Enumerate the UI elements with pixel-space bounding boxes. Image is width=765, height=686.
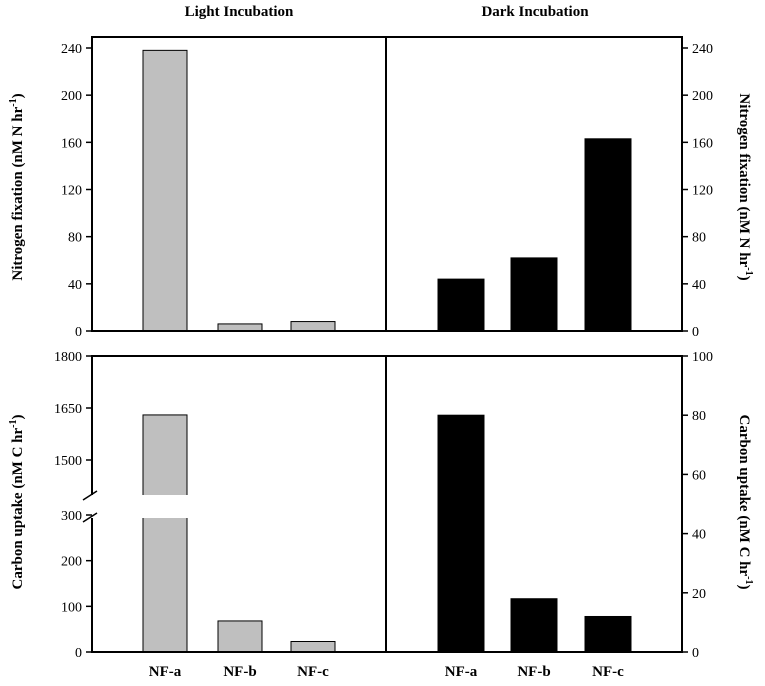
dark-nitrogen-ytick-label: 80 xyxy=(692,231,706,246)
dark-nitrogen-bar-nf-a xyxy=(437,278,485,332)
dark-nitrogen-bar-nf-b xyxy=(510,257,558,332)
light-carbon-ytick-label: 300 xyxy=(61,509,82,524)
text-layer: 0408012016020024004080120160200240150016… xyxy=(8,4,754,680)
light-carbon-bar-nf-b xyxy=(217,620,263,653)
light-nitrogen-ytick-label: 240 xyxy=(61,42,82,57)
frames-layer xyxy=(82,36,688,653)
dark-carbon-ytick-label: 20 xyxy=(692,587,706,602)
light-nitrogen-ylabel-text: Nitrogen fixation (nM N hr-1) xyxy=(8,93,26,280)
light-nitrogen-ytick-label: 40 xyxy=(68,278,82,293)
light-nitrogen-ytick-label: 120 xyxy=(61,184,82,199)
dark-nitrogen-ytick-label: 40 xyxy=(692,278,706,293)
light-nitrogen-ytick-label: 80 xyxy=(68,231,82,246)
dark-carbon-ytick-label: 100 xyxy=(692,350,713,365)
light-category-label: NF-c xyxy=(297,664,329,680)
dark-nitrogen-ytick-label: 200 xyxy=(692,89,713,104)
light-nitrogen-ylabel-suffix: ) xyxy=(10,93,26,98)
dark-carbon-bar-nf-b xyxy=(510,598,558,653)
axis-break-mark-upper xyxy=(82,490,98,501)
dark-nitrogen-ylabel: Nitrogen fixation (nM N hr-1) xyxy=(736,93,754,280)
light-carbon-ytick-label: 100 xyxy=(61,600,82,615)
dark-nitrogen-ylabel-suffix: ) xyxy=(736,276,752,281)
dark-carbon-ylabel-text: Carbon uptake (nM C hr-1) xyxy=(736,414,754,589)
bars-layer xyxy=(142,49,632,653)
light-carbon-ylabel-text: Carbon uptake (nM C hr-1) xyxy=(8,414,26,589)
light-carbon-bar-nf-c xyxy=(290,640,336,653)
dark-carbon-ylabel-suffix: ) xyxy=(736,585,752,590)
light-carbon-ytick-label: 200 xyxy=(61,555,82,570)
dark-nitrogen-ytick-label: 0 xyxy=(692,325,699,340)
light-nitrogen-bar-nf-c xyxy=(290,321,336,332)
light-nitrogen-ylabel: Nitrogen fixation (nM N hr-1) xyxy=(8,93,26,280)
dark-carbon-bar-nf-a xyxy=(437,414,485,653)
panel-title-dark: Dark Incubation xyxy=(481,4,589,20)
light-nitrogen-ylabel-superscript: -1 xyxy=(8,98,19,106)
dark-nitrogen-ylabel-superscript: -1 xyxy=(743,267,754,275)
light-carbon-ytick-label: 1650 xyxy=(54,402,82,417)
dark-nitrogen-bar-nf-c xyxy=(584,138,632,332)
light-nitrogen-ytick-label: 0 xyxy=(75,325,82,340)
panel-title-light: Light Incubation xyxy=(185,4,294,20)
light-carbon-ytick-label: 1500 xyxy=(54,454,82,469)
dark-nitrogen-ytick-label: 120 xyxy=(692,184,713,199)
dark-nitrogen-ytick-label: 240 xyxy=(692,42,713,57)
dark-carbon-ylabel-superscript: -1 xyxy=(743,576,754,584)
dark-nitrogen-ylabel-text: Nitrogen fixation (nM N hr-1) xyxy=(736,93,754,280)
light-carbon-ylabel-suffix: ) xyxy=(10,414,26,419)
light-nitrogen-bar-nf-a xyxy=(142,49,188,332)
light-nitrogen-ytick-label: 160 xyxy=(61,136,82,151)
light-carbon-bar-gap-nf-a xyxy=(142,495,188,518)
light-nitrogen-bar-nf-b xyxy=(217,323,263,332)
light-carbon-ytick-label: 1800 xyxy=(54,350,82,365)
dark-category-label: NF-b xyxy=(517,664,550,680)
dark-nitrogen-ytick-label: 160 xyxy=(692,136,713,151)
light-category-label: NF-b xyxy=(223,664,256,680)
light-carbon-ylabel-superscript: -1 xyxy=(8,419,19,427)
axis-break-gap xyxy=(89,495,95,518)
dark-nitrogen-ylabel-main: Nitrogen fixation (nM N hr xyxy=(736,93,752,267)
light-nitrogen-ytick-label: 200 xyxy=(61,89,82,104)
light-carbon-bar-nf-a xyxy=(142,414,188,653)
dark-category-label: NF-c xyxy=(592,664,624,680)
light-carbon-ylabel: Carbon uptake (nM C hr-1) xyxy=(8,414,26,589)
light-nitrogen-ylabel-main: Nitrogen fixation (nM N hr xyxy=(10,106,26,280)
light-category-label: NF-a xyxy=(149,664,182,680)
dark-carbon-bar-nf-c xyxy=(584,615,632,653)
dark-carbon-ytick-label: 0 xyxy=(692,646,699,661)
light-carbon-ytick-label: 0 xyxy=(75,646,82,661)
dark-category-label: NF-a xyxy=(445,664,478,680)
dark-carbon-ytick-label: 40 xyxy=(692,528,706,543)
dark-carbon-ylabel-main: Carbon uptake (nM C hr xyxy=(736,414,752,576)
dark-carbon-ylabel: Carbon uptake (nM C hr-1) xyxy=(736,414,754,589)
light-carbon-ylabel-main: Carbon uptake (nM C hr xyxy=(10,427,26,589)
axis-break-mark-lower xyxy=(82,512,98,523)
dark-carbon-ytick-label: 80 xyxy=(692,409,706,424)
dark-carbon-ytick-label: 60 xyxy=(692,468,706,483)
